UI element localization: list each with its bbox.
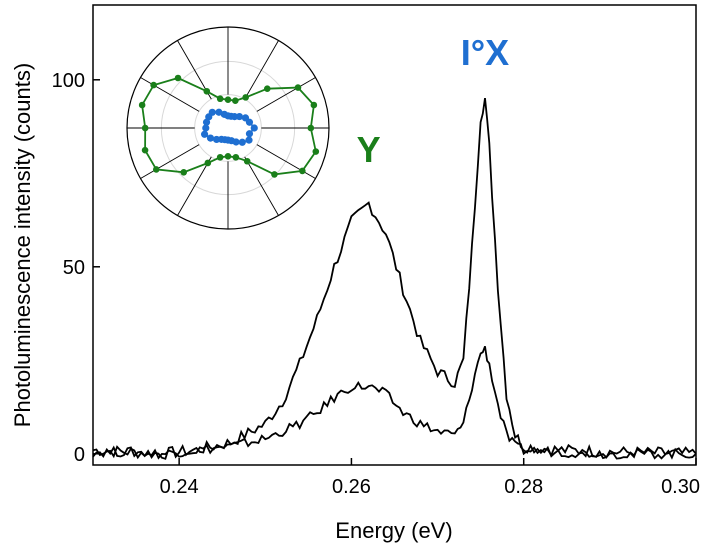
inset-spoke (244, 40, 279, 100)
inset-green-point (299, 167, 306, 175)
inset-blue-point (202, 118, 211, 126)
inset-green-point (271, 171, 278, 178)
inset-green-point (141, 146, 149, 154)
x-tick-label: 0.24 (160, 476, 199, 498)
inset-green-point (224, 96, 232, 104)
inset-green-point (294, 84, 302, 91)
inset-green-point (152, 166, 160, 173)
inset-spoke (244, 156, 279, 216)
inset-spoke (256, 144, 316, 179)
inset-spoke (256, 77, 316, 112)
y-axis-label: Photoluminescence intensity (counts) (10, 63, 35, 427)
x-tick-label: 0.28 (504, 476, 543, 498)
peak-labels: Y I°X (357, 32, 510, 170)
inset-green-point (242, 94, 249, 101)
x-axis: 0.24 0.26 0.28 0.30 (160, 458, 700, 498)
inset-green-point (180, 168, 188, 176)
polar-inset (126, 26, 330, 230)
inset-green-point (232, 153, 240, 161)
inset-blue-point (220, 110, 228, 118)
inset-green-point (216, 95, 224, 103)
inset-green-point (141, 124, 149, 132)
inset-blue-point (215, 108, 223, 116)
x-tick-label: 0.26 (332, 476, 371, 498)
y-tick-label: 100 (52, 70, 85, 92)
inset-blue-point (238, 138, 246, 146)
inset-spoke (177, 156, 212, 216)
inset-blue-point (206, 134, 215, 142)
x-axis-label: Energy (eV) (335, 518, 452, 543)
inset-green-point (243, 157, 251, 165)
inset-spoke (140, 144, 200, 179)
y-peak-label: Y (357, 129, 381, 170)
inset-green-point (174, 74, 182, 82)
inset-blue-point (250, 124, 258, 132)
inset-green-point (150, 81, 157, 89)
y-tick-label: 0 (74, 444, 85, 466)
inset-green-point (224, 152, 232, 160)
spectra-lines (92, 97, 697, 460)
y-tick-label: 50 (63, 257, 85, 279)
inset-blue-point (232, 138, 240, 146)
inset-green-point (307, 124, 315, 132)
inset-blue-point (245, 130, 254, 138)
inset-blue-point (245, 136, 253, 144)
inset-green-point (203, 87, 211, 95)
inset-green-point (263, 85, 271, 93)
inset-spoke (140, 77, 200, 112)
x-tick-label: 0.30 (661, 476, 700, 498)
inset-green-point (312, 148, 320, 155)
y-axis: 0 50 100 (52, 70, 100, 466)
inset-green-point (216, 153, 224, 161)
inset-green-point (204, 159, 212, 167)
inset-green-point (138, 101, 146, 109)
inset-green-point (310, 101, 318, 109)
inset-blue-point (202, 124, 210, 132)
spectrum-series-2 (92, 345, 697, 460)
inset-green-point (232, 97, 239, 104)
iox-peak-label: I°X (461, 32, 509, 73)
inset-blue-point (200, 130, 209, 138)
inset-blue-point (241, 114, 250, 122)
